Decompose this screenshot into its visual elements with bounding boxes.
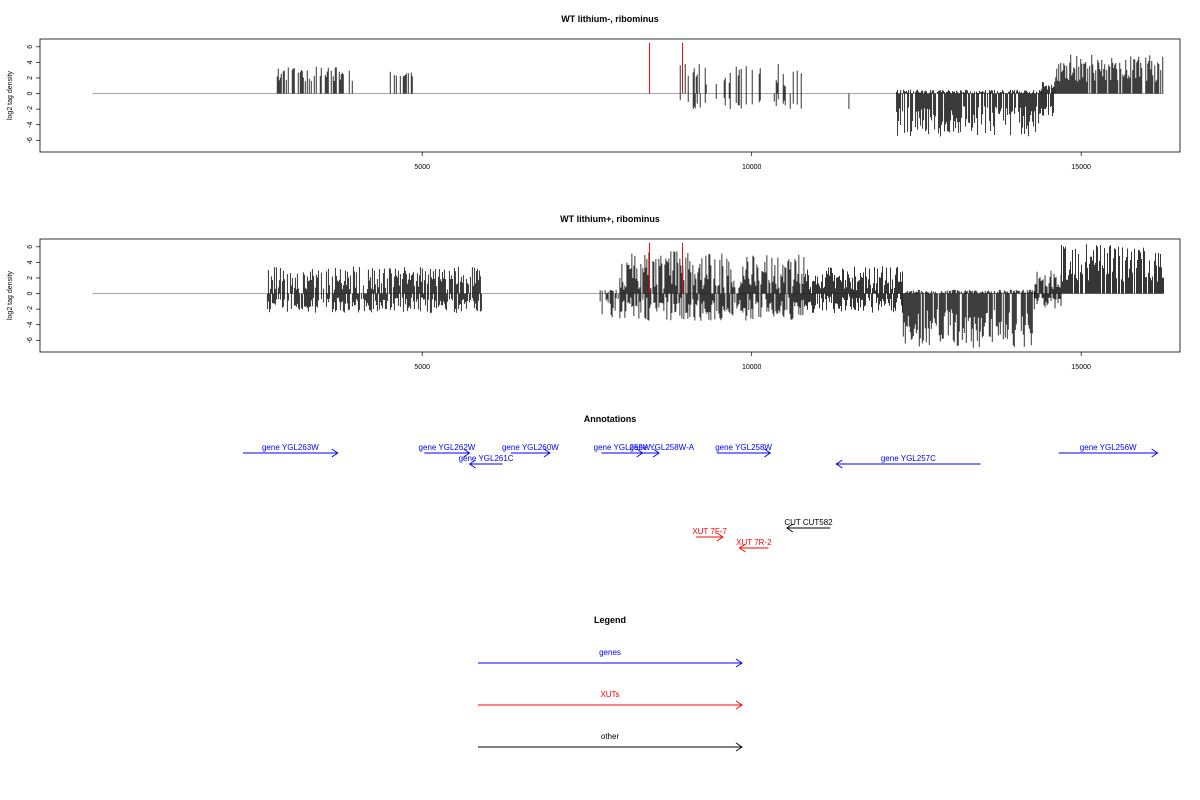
x-tick-label: 5000 — [414, 164, 430, 171]
y-tick-label: 0 — [27, 292, 34, 296]
arrow-head — [835, 459, 843, 469]
annotation-item: gene YGL256W — [1058, 443, 1159, 458]
y-axis-label: log2 tag density — [7, 70, 14, 120]
x-tick-label: 10000 — [742, 364, 762, 371]
annotation-arrow — [738, 543, 769, 553]
x-tick-label: 5000 — [414, 364, 430, 371]
annotation-label: gene YGL262W — [419, 443, 476, 452]
annotation-label: CUT CUT582 — [784, 518, 833, 527]
annotation-item: gene YGL258W-A — [629, 443, 695, 458]
y-tick-label: -6 — [27, 337, 34, 343]
arrow-head — [786, 523, 794, 533]
annotation-label: gene YGL263W — [262, 443, 319, 452]
y-tick-label: 4 — [27, 260, 34, 264]
x-tick-label: 10000 — [742, 164, 762, 171]
x-tick-label: 15000 — [1071, 164, 1091, 171]
y-tick-label: 6 — [27, 245, 34, 249]
y-tick-label: -6 — [27, 137, 34, 143]
legend-label: genes — [599, 648, 621, 657]
annotation-item: gene YGL257C — [835, 454, 981, 469]
arrow-head — [735, 700, 743, 710]
annotation-item: CUT CUT582 — [784, 518, 833, 533]
legend-panel: Legend genes XUTs other — [478, 615, 743, 752]
y-tick-label: -4 — [27, 322, 34, 328]
legend-label: XUTs — [600, 690, 619, 699]
annotations-panel: Annotations gene YGL263W gene YGL262Wgene… — [243, 414, 1159, 553]
arrow-head — [652, 448, 660, 458]
arrow-head — [1151, 448, 1159, 458]
annotation-label: gene YGL258W-A — [629, 443, 694, 452]
arrow-head — [738, 543, 746, 553]
legend-label: other — [601, 732, 620, 741]
annotation-item: gene YGL260W — [502, 443, 559, 458]
legend-arrow — [478, 700, 743, 710]
annotation-label: gene YGL257C — [881, 454, 936, 463]
y-tick-label: 0 — [27, 92, 34, 96]
y-axis-label: log2 tag density — [7, 270, 14, 320]
arrow-head — [463, 448, 471, 458]
panel-lithium-plus: WT lithium+, ribominus -6 -4 -2 0 2 4 6 log2 tag… — [7, 214, 1181, 371]
y-tick-label: -2 — [27, 106, 34, 112]
plot-frame — [39, 38, 1181, 153]
plot-frame — [39, 238, 1181, 353]
panel-title: WT lithium+, ribominus — [560, 214, 660, 224]
annotation-label: gene YGL258W — [715, 443, 772, 452]
annotation-arrow — [510, 448, 551, 458]
annotation-arrow — [835, 459, 981, 469]
legend-item: other — [478, 732, 743, 752]
arrow-head — [716, 532, 724, 542]
annotation-arrow — [243, 448, 339, 458]
legend-arrow — [478, 742, 743, 752]
legend-arrow — [478, 658, 743, 668]
legend-title: Legend — [594, 615, 626, 625]
annotation-label: gene YGL259W — [594, 443, 651, 452]
arrow-head — [543, 448, 551, 458]
annotation-item: gene YGL258W — [715, 443, 772, 458]
annotation-item: gene YGL262W — [419, 443, 476, 458]
annotation-item: gene YGL261C — [459, 454, 514, 469]
annotation-arrow — [696, 532, 724, 542]
y-tick-label: 2 — [27, 76, 34, 80]
annotations-title: Annotations — [584, 414, 637, 424]
y-tick-label: 4 — [27, 60, 34, 64]
arrow-head — [735, 658, 743, 668]
annotation-items: gene YGL263W gene YGL262W gene YGL261C gene… — [243, 443, 1159, 553]
annotation-label: XUT 7F-7 — [692, 527, 727, 536]
density-bars — [276, 54, 1164, 137]
annotation-item: XUT 7R-2 — [736, 538, 772, 553]
arrow-head — [331, 448, 339, 458]
arrow-head — [764, 448, 772, 458]
legend-item: genes — [478, 648, 743, 668]
annotation-label: gene YGL256W — [1080, 443, 1137, 452]
density-bars — [266, 244, 1164, 348]
annotation-arrow — [716, 448, 772, 458]
annotation-arrow — [424, 448, 471, 458]
annotation-item: gene YGL263W — [243, 443, 339, 458]
y-tick-label: -2 — [27, 306, 34, 312]
annotation-item: XUT 7F-7 — [692, 527, 727, 542]
y-tick-label: -4 — [27, 122, 34, 128]
panel-lithium-minus: WT lithium-, ribominus -6 -4 -2 0 2 4 6 log2 tag… — [7, 14, 1181, 171]
panel-title: WT lithium-, ribominus — [561, 14, 659, 24]
y-tick-label: 2 — [27, 276, 34, 280]
legend-item: XUTs — [478, 690, 743, 710]
annotation-arrow — [468, 459, 503, 469]
y-tick-label: 6 — [27, 45, 34, 49]
arrow-head — [468, 459, 476, 469]
annotation-label: gene YGL261C — [459, 454, 514, 463]
annotation-label: XUT 7R-2 — [736, 538, 772, 547]
legend-items: genes XUTs other — [478, 648, 743, 752]
annotation-arrow — [786, 523, 831, 533]
annotation-label: gene YGL260W — [502, 443, 559, 452]
x-tick-label: 15000 — [1071, 364, 1091, 371]
annotation-arrow — [1058, 448, 1159, 458]
annotation-arrow — [634, 448, 660, 458]
arrow-head — [735, 742, 743, 752]
